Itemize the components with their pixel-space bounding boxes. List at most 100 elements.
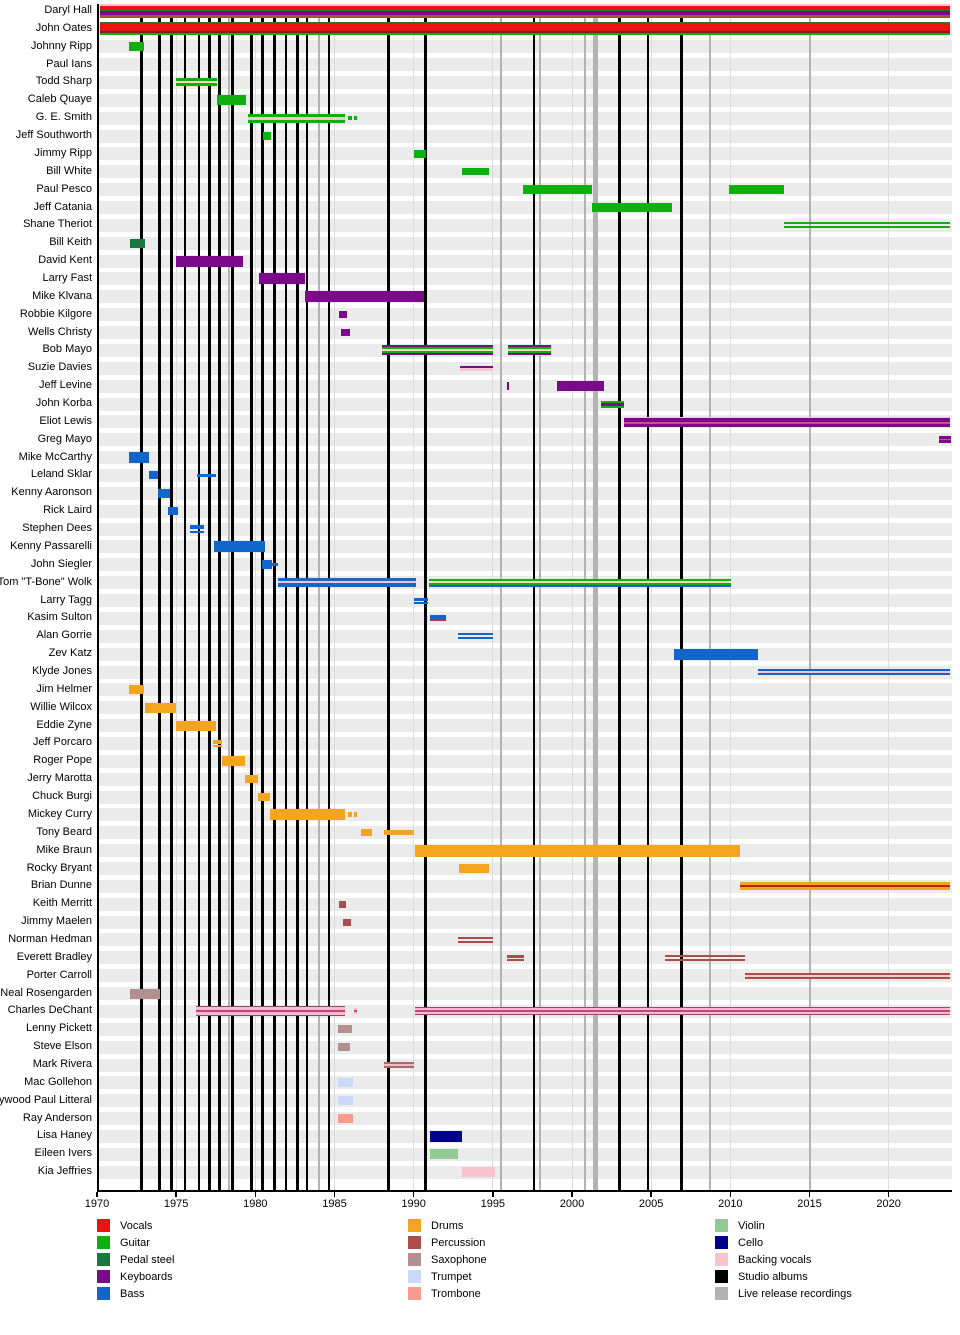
instrument-stripe [353,1008,358,1011]
instrument-stripe [624,423,951,427]
instrument-stripe [128,42,145,52]
instrument-stripe [340,329,350,337]
axis-tick-label: 1990 [401,1198,426,1210]
member-label: Eileen Ivers [34,1147,92,1160]
instrument-stripe [665,954,746,957]
timeline-bar [430,1130,462,1142]
instrument-stripe [428,582,732,585]
instrument-stripe [353,812,358,818]
legend-label: Live release recordings [738,1288,852,1300]
axis-tick-label: 1970 [84,1198,110,1210]
timeline-bar [459,365,493,371]
instrument-stripe [415,1007,951,1009]
studio-album-line [231,4,234,1190]
live-release-line [318,4,321,1190]
legend-label: Percussion [431,1237,486,1249]
member-label: Mark Rivera [32,1058,92,1071]
instrument-stripe [383,1062,415,1065]
instrument-stripe [382,345,493,348]
instrument-stripe [353,1010,358,1013]
member-row-band [97,1129,952,1143]
timeline-bar [458,864,489,874]
instrument-stripe [758,671,951,673]
live-release-line [499,4,502,1190]
instrument-stripe [382,347,493,350]
instrument-stripe [458,936,493,939]
instrument-stripe [415,1012,951,1015]
instrument-stripe [195,1006,345,1008]
member-row-band [97,879,952,893]
instrument-stripe [739,885,951,888]
legend-label: Backing vocals [738,1254,812,1266]
instrument-stripe [100,9,951,11]
timeline-bar [130,238,145,248]
member-label: Willie Wilcox [30,700,92,713]
axis-tick [729,1192,732,1197]
instrument-stripe [383,1066,415,1069]
legend-label: Cello [738,1237,764,1249]
member-label: Larry Fast [42,271,92,284]
member-label: Neal Rosengarden [0,986,92,999]
legend-swatch [408,1253,421,1266]
instrument-stripe [413,601,428,604]
instrument-stripe [507,954,525,958]
timeline-bar [507,345,551,356]
instrument-stripe [337,1114,354,1124]
member-label: Roger Pope [33,754,92,767]
instrument-stripe [100,24,951,32]
instrument-stripe [415,1008,951,1011]
instrument-stripe [128,685,145,695]
member-row-band [97,379,952,393]
timeline-bar [128,452,150,464]
axis-tick-label: 1995 [480,1198,506,1210]
timeline-bar [190,525,204,534]
instrument-stripe [212,739,223,744]
member-row-band [97,951,952,965]
instrument-stripe [100,11,951,15]
timeline-bar [347,116,352,121]
timeline-bar [257,793,270,802]
grid-line [650,4,652,1190]
instrument-stripe [429,615,447,620]
member-label: David Kent [38,254,92,267]
axis-tick-label: 2015 [797,1198,822,1210]
timeline-bar [624,416,951,427]
member-label: Rocky Bryant [26,861,92,874]
instrument-stripe [130,988,161,999]
member-label: Larry Tagg [40,593,92,606]
member-row-band [97,719,952,733]
member-row-band [97,361,952,375]
member-row-band [97,540,952,554]
member-label: Jeff Levine [38,379,92,392]
axis-tick [808,1192,811,1197]
axis-tick-label: 1980 [243,1198,268,1210]
axis-tick-label: 1985 [322,1198,347,1210]
timeline-bar [258,273,306,285]
x-axis-line [97,1190,952,1192]
y-axis-line [97,4,99,1190]
member-label: Mike Braun [36,843,92,856]
instrument-stripe [507,353,551,356]
studio-album-line [387,4,390,1190]
member-label: Paul Pesco [36,182,92,195]
instrument-stripe [176,83,218,87]
timeline-bar [305,291,424,303]
member-row-band [97,933,952,947]
legend-swatch [715,1253,728,1266]
member-row-band [97,1094,952,1108]
timeline-bar [340,329,350,337]
instrument-stripe [248,116,345,120]
member-label: Ray Anderson [22,1111,92,1124]
member-label: Mac Gollehon [24,1075,92,1088]
instrument-stripe [429,619,447,622]
axis-tick [333,1192,336,1197]
legend-swatch [97,1287,110,1300]
instrument-stripe [745,976,951,979]
member-row-band [97,987,952,1001]
member-label: Jimmy Ripp [34,146,92,159]
member-label: Tony Beard [36,825,92,838]
member-label: Johnny Ripp [30,39,92,52]
timeline-bar [758,669,951,675]
timeline-bar [212,739,223,747]
instrument-stripe [674,648,759,660]
